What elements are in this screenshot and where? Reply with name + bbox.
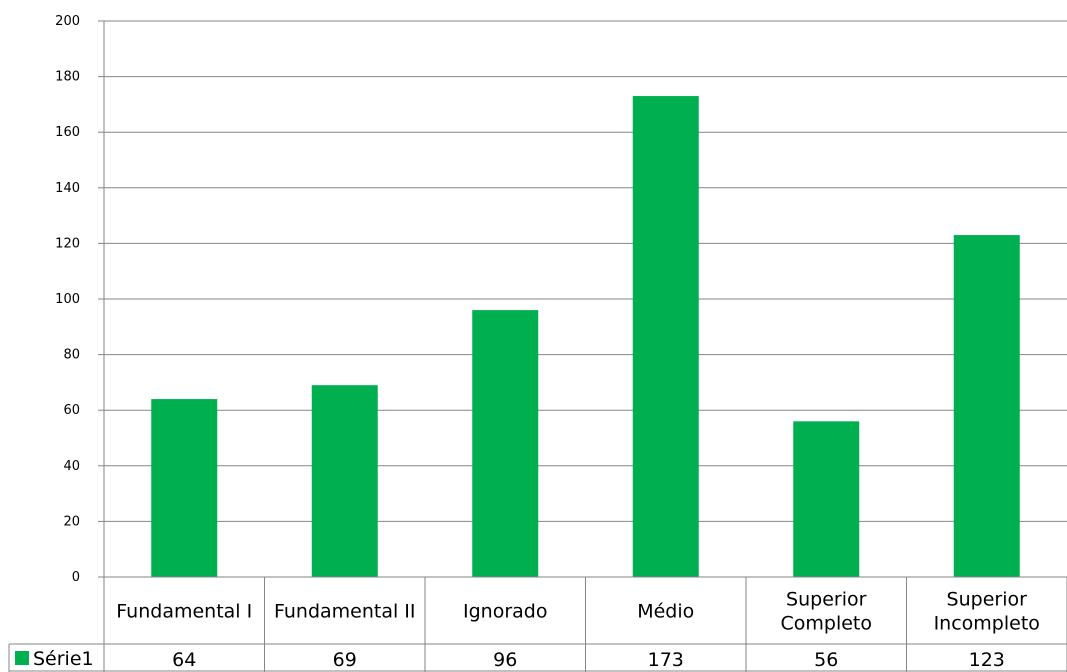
y-tick-label: 180: [55, 70, 80, 85]
bar: [953, 235, 1020, 577]
bar: [793, 421, 860, 577]
legend-label: Série1: [33, 648, 94, 670]
legend-swatch: [15, 651, 29, 665]
y-tick-label: 20: [63, 514, 80, 529]
value-label: 69: [333, 649, 357, 671]
gridlines: [103, 20, 1067, 577]
bar: [472, 310, 539, 577]
bar: [632, 96, 699, 577]
y-axis-tick-labels: 0 20 40 60 80 100 120 140 160 180 200: [55, 14, 104, 585]
value-label: 96: [493, 649, 517, 671]
category-label: Superior: [947, 589, 1028, 611]
bar: [311, 385, 378, 577]
value-label: 64: [172, 649, 196, 671]
data-table: Fundamental I Fundamental II Ignorado Médio…: [8, 576, 1067, 672]
bar: [151, 399, 218, 577]
category-label: Incompleto: [934, 613, 1040, 635]
y-tick-label: 140: [55, 181, 80, 196]
y-tick-label: 0: [72, 570, 80, 585]
y-tick-label: 120: [55, 236, 80, 251]
y-tick-label: 60: [63, 403, 80, 418]
y-tick-label: 160: [55, 125, 80, 140]
y-tick-label: 200: [55, 14, 80, 29]
category-label: Fundamental I: [116, 601, 252, 623]
bars: [151, 96, 1020, 577]
y-tick-label: 100: [55, 292, 80, 307]
category-label: Superior: [786, 589, 867, 611]
category-label: Ignorado: [463, 601, 547, 623]
category-label: Médio: [637, 601, 694, 623]
value-label: 173: [648, 649, 684, 671]
value-label: 123: [969, 649, 1005, 671]
y-tick-label: 40: [63, 459, 80, 474]
y-tick-label: 80: [63, 348, 80, 363]
value-label: 56: [814, 649, 838, 671]
category-label: Fundamental II: [274, 601, 416, 623]
category-label: Completo: [780, 613, 872, 635]
